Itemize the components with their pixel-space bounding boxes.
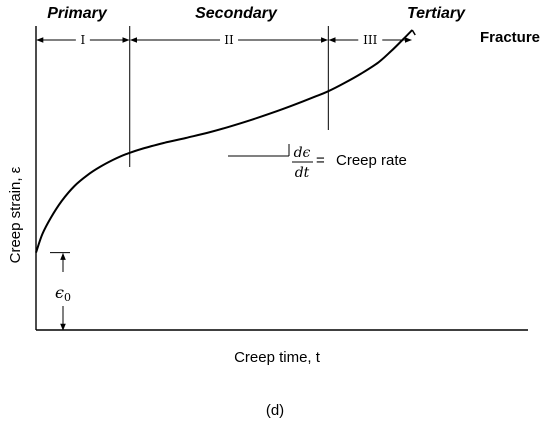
creep-curve-line	[35, 29, 413, 253]
stage-numeral-tertiary: III	[363, 33, 377, 47]
fracture-tip	[411, 29, 416, 36]
rate-equals: =	[316, 152, 325, 169]
fracture-label: Fracture	[480, 29, 540, 46]
figure-caption: (d)	[265, 402, 285, 419]
stage-name-primary: Primary	[47, 5, 108, 22]
stage-name-tertiary: Tertiary	[407, 5, 466, 22]
stage-numeral-primary: I	[80, 33, 85, 47]
x-axis-label: Creep time, t	[234, 349, 321, 366]
stage-numeral-secondary: II	[224, 33, 234, 47]
rate-numerator: dϵ	[294, 145, 311, 161]
rate-denominator: dt	[295, 165, 310, 181]
y-axis-label: Creep strain, ε	[7, 166, 24, 263]
initial-strain-label: ϵ0	[55, 283, 71, 304]
stage-name-secondary: Secondary	[195, 5, 278, 22]
creep-rate-label: Creep rate	[336, 152, 407, 169]
